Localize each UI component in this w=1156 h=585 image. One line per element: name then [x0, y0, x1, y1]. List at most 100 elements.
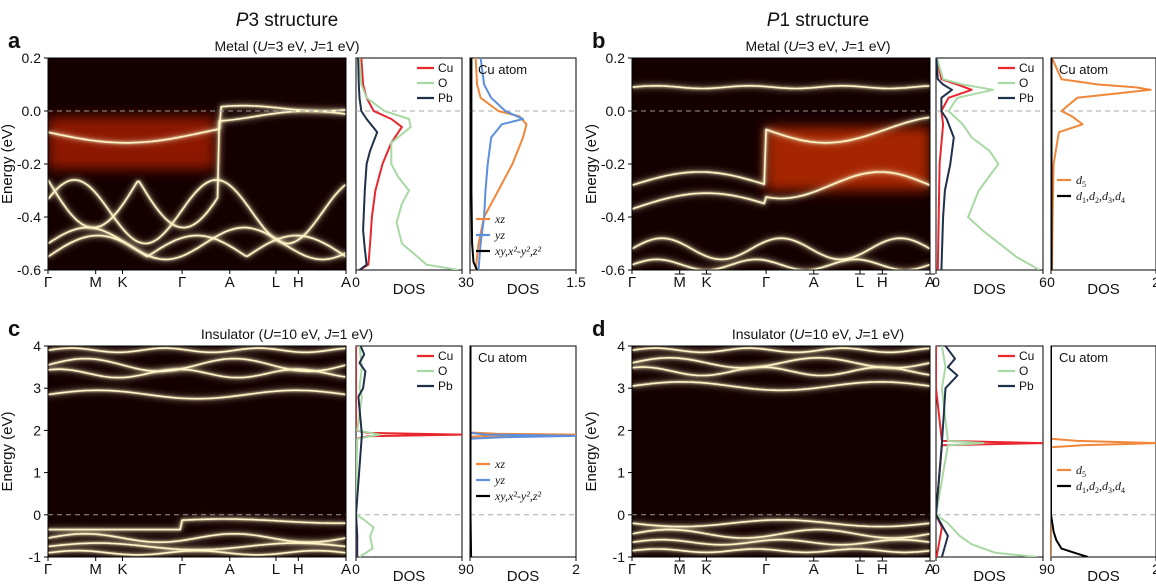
y-tick-label: 3 [617, 380, 625, 396]
legend-label: O [438, 364, 447, 378]
y-tick-label: 2 [617, 422, 625, 438]
y-tick-label: 0.2 [606, 50, 626, 66]
x-tick-label: 9 [458, 561, 466, 577]
band-line [48, 549, 346, 556]
k-path-label: A [925, 561, 935, 578]
y-tick-label: 4 [33, 338, 41, 354]
legend-label: yz [494, 228, 505, 242]
y-tick-label: -0.6 [17, 262, 41, 278]
k-path-label: H [877, 274, 888, 291]
k-path-label: A [225, 274, 235, 291]
y-tick-label: 0 [617, 507, 625, 523]
dos-curve-d5 [1051, 58, 1152, 270]
legend-label: Pb [438, 379, 453, 393]
k-path-label: Γ [628, 561, 636, 578]
x-tick-label: 0 [1047, 561, 1055, 577]
band-map-a [48, 58, 346, 270]
x-tick-label: 0 [1047, 274, 1055, 290]
band-line [48, 533, 346, 543]
x-axis-label: DOS [973, 568, 1006, 585]
dos-frame [469, 345, 577, 558]
k-path-label: A [925, 274, 935, 291]
k-path-label: Γ [762, 274, 770, 291]
y-tick-label: -0.6 [601, 262, 625, 278]
dos-curve-Pb [936, 58, 955, 270]
k-path-label: H [877, 561, 888, 578]
k-path-label: A [225, 561, 235, 578]
x-tick-label: 0 [352, 274, 360, 290]
x-tick-label: 0 [352, 561, 360, 577]
dos-curve-O [356, 346, 381, 557]
x-tick-label: 2 [1152, 274, 1156, 290]
dos-curve-Pb [356, 346, 367, 557]
y-axis-label: Energy (eV) [583, 411, 600, 491]
x-axis-label: DOS [393, 281, 426, 298]
legend-label: xy,x²-y²,z² [494, 489, 542, 503]
k-path-label: K [701, 274, 711, 291]
band-line [48, 357, 346, 373]
band-line [632, 85, 930, 90]
dos-orbital-a: 0 1.5 DOS Cu atom xz yz xy,x²-y²,z² [466, 57, 586, 298]
dos-frame [355, 57, 463, 271]
band-line [48, 368, 346, 379]
dos-title: Cu atom [478, 62, 527, 77]
legend-label: Cu [1019, 61, 1034, 75]
dos-curve-O [936, 346, 1038, 557]
band-line [632, 548, 930, 554]
dos-title: Cu atom [478, 350, 527, 365]
x-tick-label: 2 [1152, 561, 1156, 577]
y-tick-label: 1 [33, 465, 41, 481]
k-path-label: M [673, 274, 686, 291]
k-path-label: M [89, 561, 102, 578]
k-path-label: L [272, 561, 280, 578]
x-tick-label: 0 [466, 561, 474, 577]
dos-curve-Pb [936, 346, 959, 557]
k-path-label: A [341, 274, 351, 291]
k-path-label: M [673, 561, 686, 578]
legend-label: yz [494, 473, 505, 487]
dos-frame [935, 345, 1044, 558]
band-map-background [632, 346, 930, 557]
k-path-label: L [856, 561, 864, 578]
k-path-label: H [293, 274, 304, 291]
condition-title-d: Insulator (U=10 eV, J=1 eV) [732, 326, 904, 342]
y-tick-label: -0.2 [601, 156, 625, 172]
x-tick-label: 0 [932, 274, 940, 290]
k-path-label: A [341, 561, 351, 578]
band-line [632, 381, 930, 392]
dos-frame [355, 345, 463, 558]
band-line [48, 226, 346, 261]
legend-label: Cu [1019, 349, 1034, 363]
y-axis-label: Energy (eV) [0, 411, 16, 491]
panel-letter-b: b [592, 28, 605, 53]
band-line [48, 389, 346, 400]
k-path-label: Γ [178, 274, 186, 291]
x-axis-label: DOS [507, 281, 540, 298]
y-tick-label: 0.0 [22, 103, 42, 119]
legend-label: Cu [438, 61, 453, 75]
band-map-frame-c [47, 345, 347, 558]
band-line [48, 234, 346, 258]
dos-curve-xyxyz [470, 58, 479, 270]
band-map-frame-d [631, 345, 931, 558]
band-line [632, 366, 930, 377]
y-tick-label: 2 [33, 422, 41, 438]
x-tick-label: 0 [932, 561, 940, 577]
band-line [632, 116, 930, 186]
legend-label: xz [494, 212, 505, 226]
condition-title-c: Insulator (U=10 eV, J=1 eV) [201, 326, 373, 342]
k-path-label: K [117, 274, 127, 291]
dos-frame [1050, 345, 1156, 558]
legend-label: xz [494, 457, 505, 471]
k-path-label: K [117, 561, 127, 578]
y-tick-label: -0.4 [17, 209, 41, 225]
k-path-label: L [272, 274, 280, 291]
y-tick-label: -0.4 [601, 209, 625, 225]
legend-label: Pb [438, 91, 453, 105]
